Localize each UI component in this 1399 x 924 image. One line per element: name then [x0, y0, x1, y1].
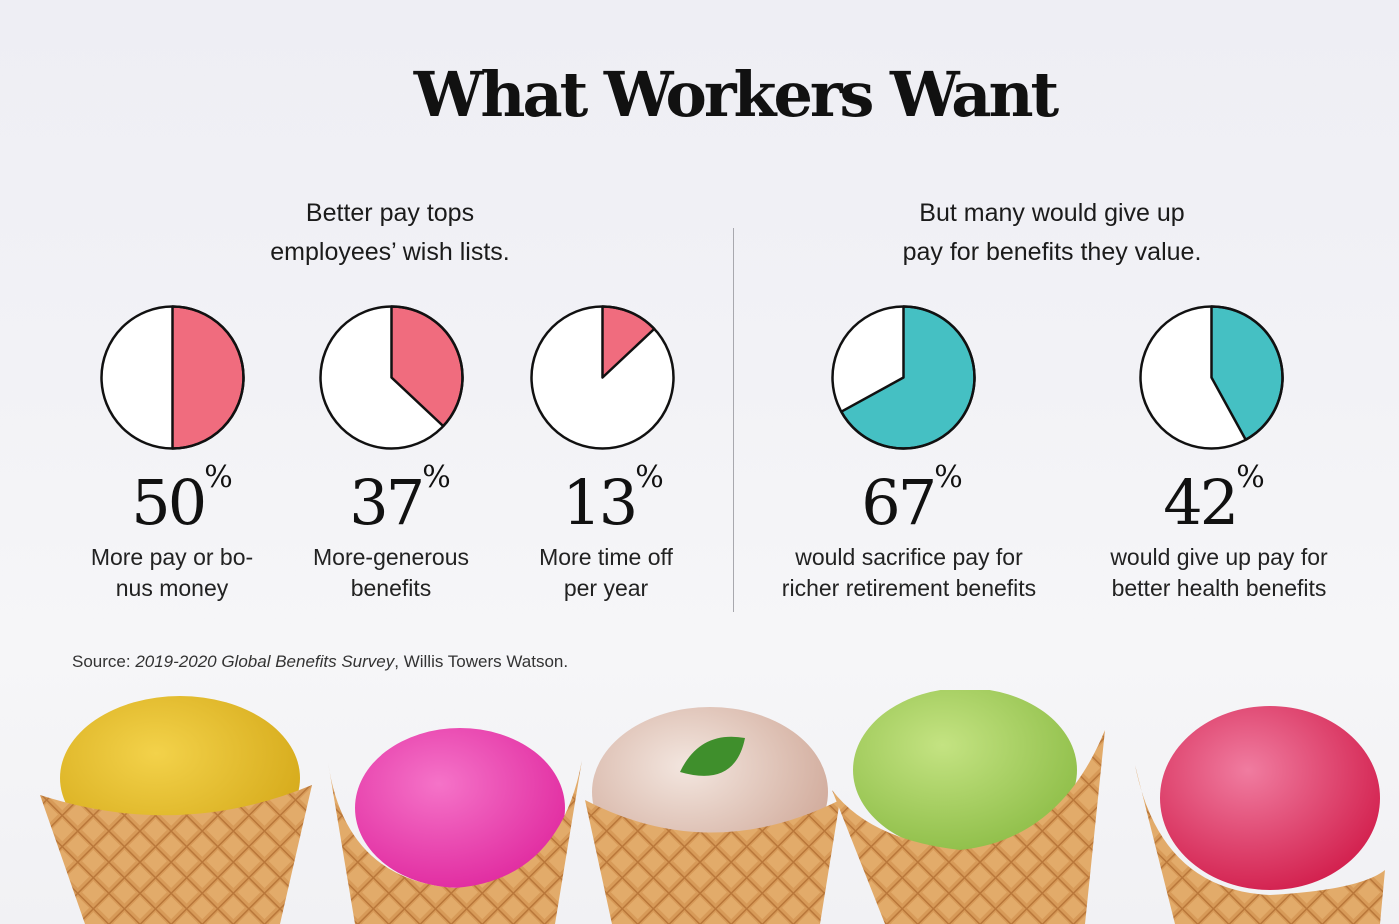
stat-time-off-value: 13%: [513, 460, 713, 539]
source-note: Source: 2019-2020 Global Benefits Survey…: [72, 652, 568, 672]
ice-cream-cones-illustration: [40, 690, 1385, 924]
pink-ice-cream-cone: [328, 728, 582, 924]
percent-sign: %: [204, 460, 233, 495]
pie-outline: [1139, 305, 1284, 450]
desc-line: per year: [563, 575, 649, 601]
stat-health-value: 42%: [1114, 460, 1314, 539]
percent-sign: %: [1236, 460, 1265, 495]
stat-health-label: would give up pay for better health bene…: [1054, 542, 1384, 604]
pie-chart-time-off: [530, 305, 675, 450]
stat-number: 37: [349, 466, 425, 539]
left-subtitle-line2: employees’ wish lists.: [270, 238, 510, 266]
percent-sign: %: [635, 460, 664, 495]
desc-line: nus money: [115, 575, 229, 601]
pie-chart-retirement: [831, 305, 976, 450]
panel-divider: [733, 228, 734, 612]
desc-line: More-generous: [313, 544, 469, 570]
left-subtitle: Better pay tops employees’ wish lists.: [180, 194, 600, 272]
pie-outline: [100, 305, 245, 450]
stat-generous-benefits-label: More-generous benefits: [226, 542, 556, 604]
right-subtitle: But many would give up pay for benefits …: [842, 194, 1262, 272]
yellow-ice-cream-cone: [40, 696, 312, 924]
desc-line: would sacrifice pay for: [795, 544, 1023, 570]
source-prefix: Source:: [72, 652, 136, 671]
source-suffix: , Willis Towers Watson.: [394, 652, 569, 671]
desc-line: would give up pay for: [1110, 544, 1328, 570]
pie-chart-generous-benefits: [319, 305, 464, 450]
stat-retirement-value: 67%: [812, 460, 1012, 539]
green-ice-cream-cone: [832, 690, 1105, 924]
left-subtitle-line1: Better pay tops: [305, 199, 475, 227]
desc-line: richer retirement benefits: [781, 575, 1037, 601]
stat-retirement-label: would sacrifice pay for richer retiremen…: [744, 542, 1074, 604]
stat-more-pay-label: More pay or bo- nus money: [7, 542, 337, 604]
percent-sign: %: [422, 460, 451, 495]
page-title: What Workers Want: [413, 58, 1059, 131]
desc-line: More time off: [539, 544, 673, 570]
desc-line: More pay or bo-: [90, 544, 254, 570]
desc-line: benefits: [350, 575, 432, 601]
stat-number: 13: [562, 466, 638, 539]
stat-more-pay-value: 50%: [82, 460, 282, 539]
pie-outline: [319, 305, 464, 450]
stat-number: 50: [131, 466, 207, 539]
mint-leaf-icon: [680, 736, 745, 776]
red-ice-cream-cone: [1135, 706, 1385, 924]
percent-sign: %: [934, 460, 963, 495]
pie-slice: [171, 305, 245, 450]
stat-number: 42: [1163, 466, 1239, 539]
vanilla-ice-cream-cone: [585, 707, 840, 924]
stat-time-off-label: More time off per year: [441, 542, 771, 604]
stat-generous-benefits-value: 37%: [300, 460, 500, 539]
pie-outline: [530, 305, 675, 450]
source-survey: 2019-2020 Global Benefits Survey: [135, 652, 395, 671]
stat-number: 67: [861, 466, 937, 539]
pie-chart-more-pay: [100, 305, 245, 450]
right-subtitle-line2: pay for benefits they value.: [902, 238, 1202, 266]
pie-chart-health: [1139, 305, 1284, 450]
desc-line: better health benefits: [1111, 575, 1327, 601]
pie-outline: [831, 305, 976, 450]
right-subtitle-line1: But many would give up: [919, 199, 1185, 227]
